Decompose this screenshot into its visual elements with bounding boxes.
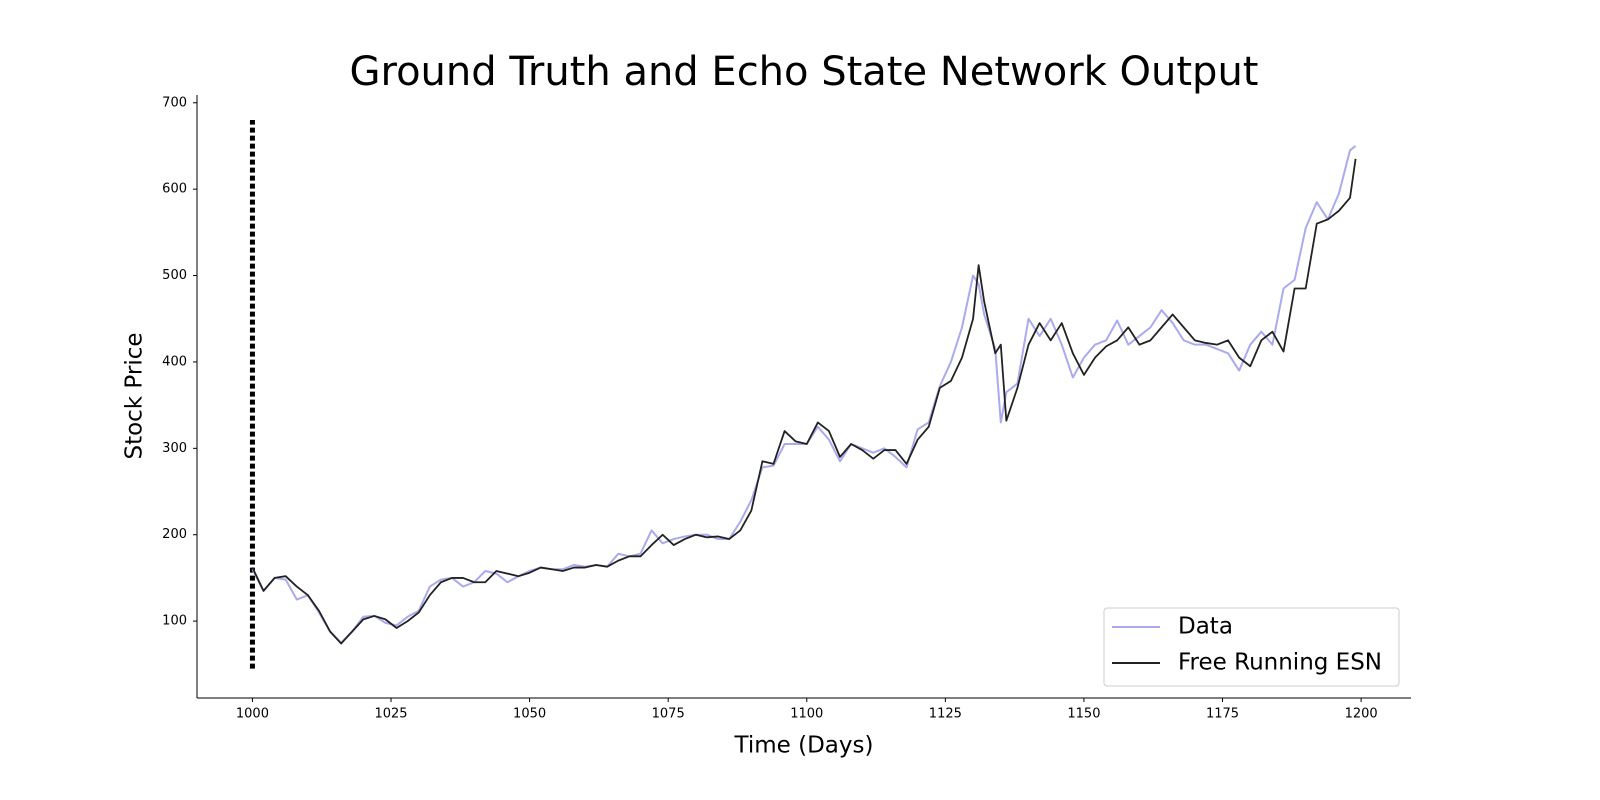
y-tick-label: 100 xyxy=(162,614,187,629)
y-tick-label: 400 xyxy=(162,354,187,369)
series-line xyxy=(251,145,1357,644)
series-line xyxy=(251,158,1357,645)
y-tick-label: 600 xyxy=(162,182,187,197)
chart-title: Ground Truth and Echo State Network Outp… xyxy=(350,49,1259,95)
y-tick-label: 200 xyxy=(162,527,187,542)
x-tick-label: 1050 xyxy=(513,707,546,722)
x-tick-label: 1000 xyxy=(236,707,269,722)
y-tick-label: 300 xyxy=(162,441,187,456)
x-tick-label: 1175 xyxy=(1206,707,1239,722)
legend-label: Free Running ESN xyxy=(1178,650,1382,676)
x-tick-label: 1025 xyxy=(374,707,407,722)
y-axis-label: Stock Price xyxy=(122,332,148,459)
legend-label: Data xyxy=(1178,614,1233,640)
x-tick-label: 1200 xyxy=(1345,707,1378,722)
x-tick-label: 1100 xyxy=(790,707,823,722)
x-axis-label: Time (Days) xyxy=(734,733,874,759)
x-tick-label: 1150 xyxy=(1067,707,1100,722)
y-tick-label: 500 xyxy=(162,268,187,283)
x-tick-label: 1125 xyxy=(929,707,962,722)
legend-box xyxy=(1103,607,1400,687)
y-tick-label: 700 xyxy=(162,95,187,110)
x-tick-label: 1075 xyxy=(652,707,685,722)
